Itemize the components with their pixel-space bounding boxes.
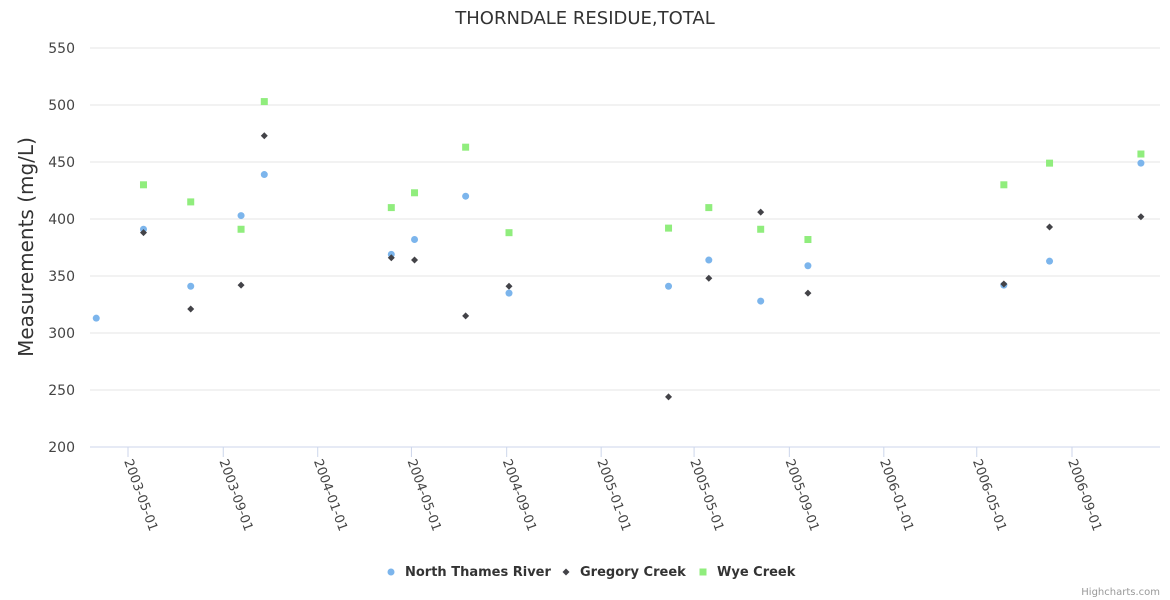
credits-label[interactable]: Highcharts.com: [1081, 587, 1160, 598]
data-point-gregory-creek[interactable]: [462, 312, 470, 320]
data-points: [92, 98, 1145, 401]
data-point-gregory-creek[interactable]: [139, 229, 147, 237]
chart-title: THORNDALE RESIDUE,TOTAL: [454, 8, 715, 29]
data-point-north-thames-river[interactable]: [1137, 159, 1145, 167]
series-gregory-creek: [139, 132, 1145, 401]
data-point-north-thames-river[interactable]: [187, 282, 195, 290]
data-point-gregory-creek[interactable]: [705, 274, 713, 282]
legend-label: North Thames River: [405, 565, 551, 580]
data-point-wye-creek[interactable]: [757, 225, 765, 233]
data-point-north-thames-river[interactable]: [260, 171, 268, 179]
y-tick-label: 350: [48, 269, 75, 285]
data-point-north-thames-river[interactable]: [462, 192, 470, 200]
data-point-north-thames-river[interactable]: [505, 289, 513, 297]
legend: North Thames River Gregory Creek Wye Creek: [387, 565, 796, 580]
data-point-wye-creek[interactable]: [505, 229, 513, 237]
y-axis-ticks: 200 250 300 350 400 450 500 550: [48, 41, 75, 456]
data-point-north-thames-river[interactable]: [1046, 257, 1054, 265]
series-wye-creek: [139, 98, 1145, 244]
legend-marker-gregory-creek[interactable]: [562, 568, 570, 576]
y-tick-label: 200: [48, 440, 75, 456]
y-tick-label: 550: [48, 41, 75, 57]
data-point-wye-creek[interactable]: [705, 204, 713, 212]
data-point-gregory-creek[interactable]: [187, 305, 195, 313]
legend-item-gregory-creek[interactable]: Gregory Creek: [562, 565, 687, 580]
data-point-north-thames-river[interactable]: [237, 212, 245, 220]
data-point-north-thames-river[interactable]: [411, 236, 419, 244]
legend-label: Gregory Creek: [580, 565, 686, 580]
data-point-wye-creek[interactable]: [260, 98, 268, 106]
y-tick-label: 400: [48, 212, 75, 228]
data-point-gregory-creek[interactable]: [804, 289, 812, 297]
data-point-gregory-creek[interactable]: [1046, 223, 1054, 231]
data-point-wye-creek[interactable]: [387, 204, 395, 212]
data-point-gregory-creek[interactable]: [757, 208, 765, 216]
data-point-gregory-creek[interactable]: [505, 282, 513, 290]
data-point-north-thames-river[interactable]: [665, 282, 673, 290]
legend-item-wye-creek[interactable]: Wye Creek: [699, 565, 796, 580]
data-point-wye-creek[interactable]: [462, 143, 470, 151]
data-point-north-thames-river[interactable]: [705, 256, 713, 264]
data-point-gregory-creek[interactable]: [665, 393, 673, 401]
data-point-wye-creek[interactable]: [411, 189, 419, 197]
data-point-north-thames-river[interactable]: [757, 297, 765, 305]
y-tick-label: 300: [48, 326, 75, 342]
legend-marker-north-thames-river[interactable]: [387, 568, 395, 576]
data-point-wye-creek[interactable]: [665, 224, 673, 232]
data-point-north-thames-river[interactable]: [804, 262, 812, 270]
data-point-gregory-creek[interactable]: [1000, 280, 1008, 288]
data-point-gregory-creek[interactable]: [260, 132, 268, 140]
y-tick-label: 450: [48, 155, 75, 171]
data-point-wye-creek[interactable]: [1000, 181, 1008, 189]
data-point-gregory-creek[interactable]: [1137, 213, 1145, 221]
data-point-wye-creek[interactable]: [1137, 150, 1145, 158]
y-tick-label: 500: [48, 98, 75, 114]
data-point-north-thames-river[interactable]: [92, 314, 100, 322]
legend-label: Wye Creek: [717, 565, 796, 580]
y-axis-label: Measurements (mg/L): [14, 137, 38, 357]
y-tick-label: 250: [48, 383, 75, 399]
grid-lines: [90, 47, 1160, 391]
data-point-gregory-creek[interactable]: [411, 256, 419, 264]
data-point-wye-creek[interactable]: [804, 236, 812, 244]
data-point-gregory-creek[interactable]: [387, 254, 395, 262]
data-point-wye-creek[interactable]: [139, 181, 147, 189]
data-point-gregory-creek[interactable]: [237, 281, 245, 289]
legend-marker-wye-creek[interactable]: [699, 568, 707, 576]
data-point-wye-creek[interactable]: [237, 225, 245, 233]
data-point-wye-creek[interactable]: [1046, 159, 1054, 167]
legend-item-north-thames-river[interactable]: North Thames River: [387, 565, 552, 580]
data-point-wye-creek[interactable]: [187, 198, 195, 206]
